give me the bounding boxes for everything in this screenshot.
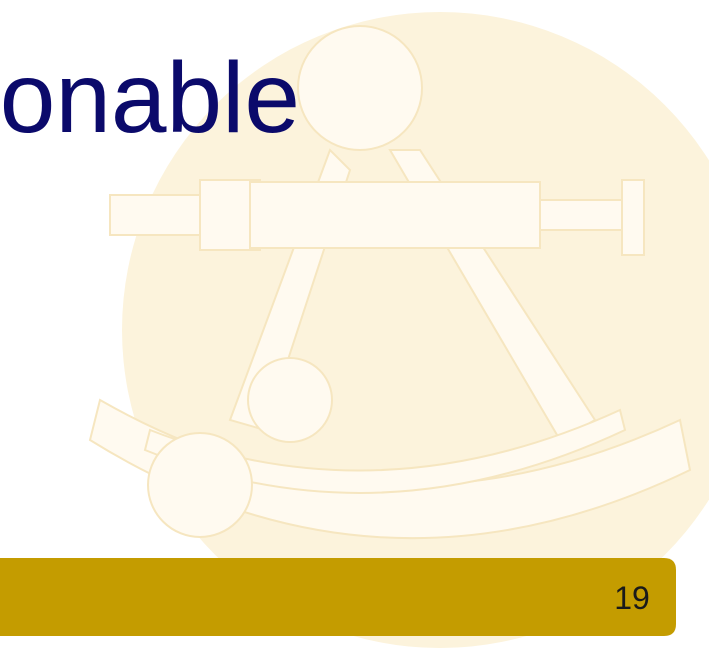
page-number: 19	[614, 580, 650, 616]
slide-title: sonable	[0, 42, 300, 154]
slide: sonable 19	[0, 0, 709, 657]
footer-bar	[0, 558, 676, 636]
page: sonable 19 (() => { const data = JSON.pa…	[0, 0, 709, 657]
